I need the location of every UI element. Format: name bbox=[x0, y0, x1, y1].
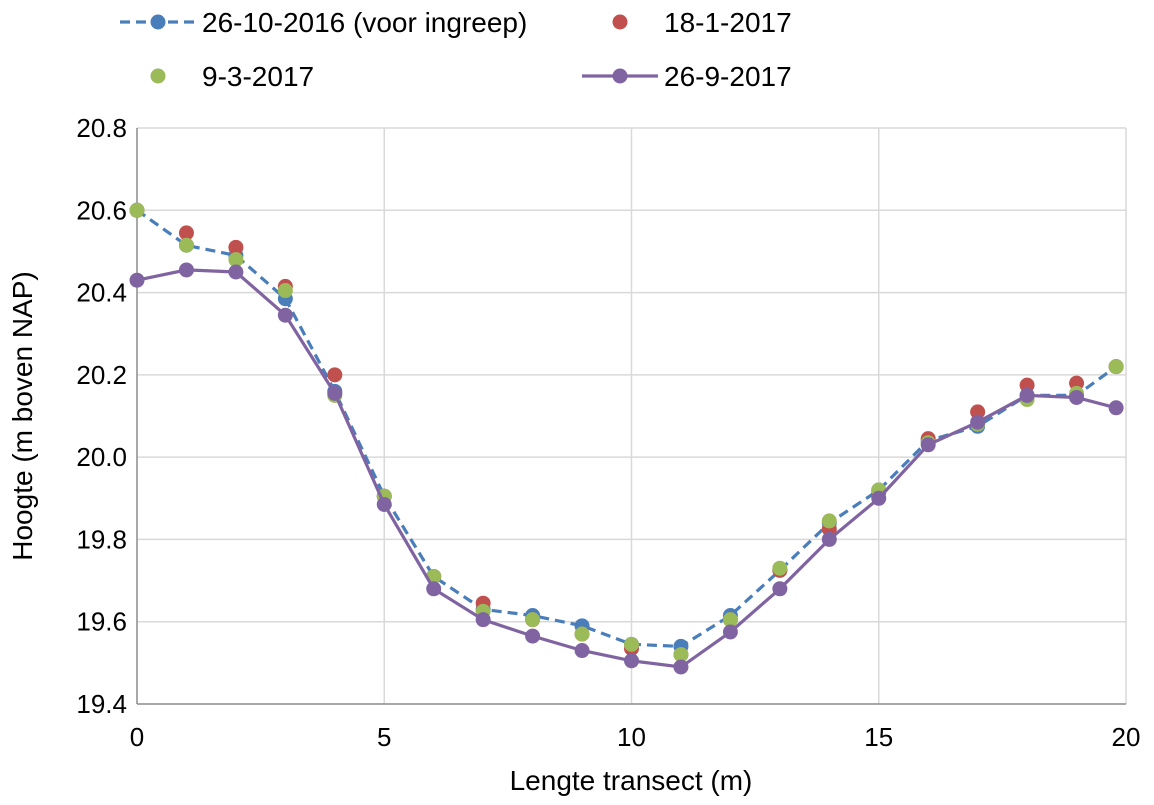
axes bbox=[136, 128, 1126, 705]
data-point bbox=[1069, 375, 1085, 391]
data-point bbox=[821, 531, 837, 547]
data-point bbox=[574, 643, 590, 659]
data-point bbox=[624, 653, 639, 669]
gridlines bbox=[137, 127, 1127, 704]
legend-item: 26-10-2016 (voor ingreep) bbox=[120, 7, 527, 38]
x-tick-label: 0 bbox=[130, 722, 144, 752]
x-tick-label: 5 bbox=[377, 722, 391, 752]
legend-item: 26-9-2017 bbox=[582, 61, 792, 92]
series-line bbox=[136, 208, 1118, 649]
legend-label: 9-3-2017 bbox=[202, 61, 314, 92]
legend-marker bbox=[150, 68, 166, 84]
series-4 bbox=[129, 262, 1124, 675]
data-point bbox=[920, 437, 936, 453]
x-tick-label: 15 bbox=[864, 722, 893, 752]
y-axis-label: Hoogte (m boven NAP) bbox=[7, 271, 38, 560]
data-point bbox=[970, 404, 986, 420]
data-point bbox=[821, 513, 837, 529]
data-point bbox=[673, 659, 689, 675]
data-point bbox=[673, 647, 689, 663]
data-point bbox=[722, 624, 738, 640]
legend-label: 26-10-2016 (voor ingreep) bbox=[202, 7, 527, 38]
data-point bbox=[624, 636, 639, 652]
data-point bbox=[228, 252, 244, 268]
data-point bbox=[426, 581, 442, 597]
data-point bbox=[1108, 359, 1124, 375]
y-tick-label: 20.6 bbox=[76, 195, 127, 225]
legend-item: 9-3-2017 bbox=[150, 61, 314, 92]
x-tick-labels: 0 5 10 15 20 bbox=[130, 722, 1141, 752]
data-point bbox=[475, 612, 491, 628]
data-point bbox=[228, 239, 244, 255]
data-point bbox=[228, 264, 244, 280]
legend-label: 26-9-2017 bbox=[664, 61, 792, 92]
y-tick-label: 19.6 bbox=[76, 607, 127, 637]
data-point bbox=[129, 272, 145, 288]
data-point bbox=[1108, 400, 1124, 416]
x-tick-label: 20 bbox=[1112, 722, 1141, 752]
data-point bbox=[722, 612, 738, 628]
legend-label: 18-1-2017 bbox=[664, 7, 792, 38]
y-tick-label: 20.8 bbox=[76, 113, 127, 143]
data-point bbox=[574, 626, 590, 642]
data-point bbox=[871, 490, 887, 506]
data-point bbox=[376, 496, 392, 512]
y-tick-label: 19.8 bbox=[76, 524, 127, 554]
y-tick-label: 20.0 bbox=[76, 442, 127, 472]
y-tick-labels: 19.4 19.6 19.8 20.0 20.2 20.4 20.6 20.8 bbox=[76, 113, 127, 719]
legend-marker bbox=[612, 68, 628, 84]
data-point bbox=[178, 225, 194, 241]
legend-marker bbox=[150, 14, 166, 30]
data-point bbox=[178, 262, 194, 278]
data-point bbox=[327, 367, 343, 383]
data-point bbox=[1069, 389, 1085, 405]
data-point bbox=[327, 385, 343, 401]
legend-marker bbox=[612, 14, 628, 30]
x-axis-label: Lengte transect (m) bbox=[510, 765, 753, 796]
data-point bbox=[772, 581, 788, 597]
x-tick-label: 10 bbox=[617, 722, 646, 752]
data-point bbox=[970, 414, 986, 430]
y-tick-label: 19.4 bbox=[76, 689, 127, 719]
legend-item: 18-1-2017 bbox=[612, 7, 792, 38]
data-point bbox=[525, 612, 541, 628]
data-point bbox=[277, 307, 293, 323]
data-point bbox=[772, 560, 788, 576]
y-tick-label: 20.2 bbox=[76, 360, 127, 390]
data-point bbox=[525, 628, 541, 644]
series-line bbox=[136, 268, 1117, 669]
data-point bbox=[129, 202, 145, 218]
data-point bbox=[277, 283, 293, 299]
data-point bbox=[1019, 377, 1035, 393]
y-tick-label: 20.4 bbox=[76, 278, 127, 308]
legend: 26-10-2016 (voor ingreep) 18-1-2017 9-3-20… bbox=[120, 7, 792, 92]
data-point bbox=[178, 237, 194, 253]
plot-area bbox=[129, 202, 1124, 675]
data-point bbox=[1019, 387, 1035, 403]
